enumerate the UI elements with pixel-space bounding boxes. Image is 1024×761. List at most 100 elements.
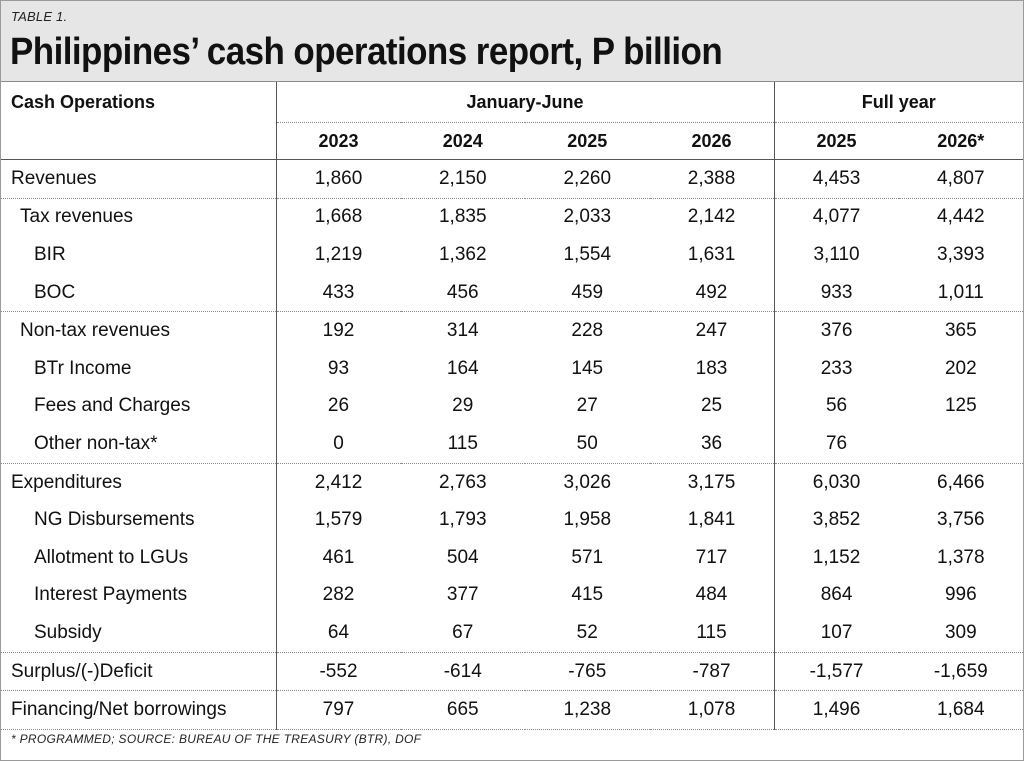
table-cell: 50 (525, 425, 650, 464)
table-cell: -1,659 (898, 652, 1024, 692)
footnote: * PROGRAMMED; SOURCE: BUREAU OF THE TREA… (11, 732, 422, 746)
row-label: BOC (1, 273, 276, 313)
table-row: Subsidy 64 67 52 115 107 309 (1, 614, 1024, 653)
table-cell: 4,077 (773, 198, 899, 237)
table-cell: 1,496 (773, 690, 899, 730)
table-row: Non-tax revenues 192 314 228 247 376 365 (1, 311, 1023, 350)
table-cell: 1,378 (937, 546, 985, 568)
table-cell: 202 (944, 357, 977, 379)
table-cell: 2,763 (438, 471, 487, 493)
table-row: Revenues 1,860 2,150 2,260 2,388 4,453 4,807 (1, 159, 1024, 199)
row-label: Fees and Charges (34, 395, 191, 417)
table-cell: 1,238 (525, 690, 650, 730)
table-cell: 3,852 (773, 501, 899, 539)
table-cell: 2,260 (525, 159, 650, 199)
table-cell: 459 (525, 273, 650, 313)
table-cell: 2,142 (687, 206, 736, 228)
table-cell (898, 425, 1024, 464)
table-cell: -787 (649, 652, 775, 692)
row-label: BTr Income (34, 357, 132, 379)
table-cell: 1,958 (563, 509, 612, 531)
table-cell: 1,631 (687, 243, 736, 265)
table-cell: 864 (773, 576, 899, 615)
table-cell: 145 (571, 357, 604, 379)
table-cell: 492 (649, 273, 775, 313)
group-header-jan-jun: January-June (275, 82, 775, 123)
table-cell: 3,110 (773, 236, 899, 274)
table-row: BTr Income 93 164 145 183 233 202 (1, 349, 1023, 388)
table-cell: 6,030 (773, 463, 899, 502)
row-label: Interest Payments (34, 584, 188, 606)
table-cell: 1,554 (563, 243, 612, 265)
row-label: Revenues (1, 159, 276, 199)
table-row: Financing/Net borrowings 797 665 1,238 1,078… (1, 690, 1024, 730)
table-cell: 93 (275, 349, 401, 388)
row-label: Other non-tax* (1, 425, 276, 464)
table-cell: 377 (446, 584, 479, 606)
year-header: 2024 (400, 122, 525, 160)
table-cell: 247 (695, 320, 728, 342)
table-cell: 56 (773, 387, 899, 426)
row-label: Allotment to LGUs (34, 546, 189, 568)
table-cell: 376 (773, 311, 899, 350)
table-row: Other non-tax* 0 115 50 36 76 (1, 425, 1024, 464)
year-header: 2026* (898, 122, 1024, 160)
table-row: Expenditures 2,412 2,763 3,026 3,175 6,030 6,4… (1, 463, 1023, 502)
table-cell: 3,026 (563, 471, 612, 493)
table-cell: 797 (275, 690, 401, 730)
table-cell: 996 (944, 584, 977, 606)
table-cell: 233 (773, 349, 899, 388)
year-header: 2025 (773, 122, 899, 160)
table-cell: 29 (452, 395, 474, 417)
table-cell: 1,684 (898, 690, 1024, 730)
table-title: Philippines’ cash operations report, P b… (10, 31, 723, 73)
row-label: Surplus/(-)Deficit (1, 652, 276, 692)
table-cell: 25 (700, 395, 723, 417)
table-cell: 933 (773, 273, 899, 313)
table-cell: 115 (649, 614, 775, 653)
table-cell: 107 (773, 614, 899, 653)
table-cell: 3,175 (687, 471, 736, 493)
table-cell: 282 (275, 576, 401, 615)
table-row: Tax revenues 1,668 1,835 2,033 2,142 4,077 4,4… (1, 198, 1023, 237)
table-cell: 461 (275, 538, 401, 577)
footnote-bar: * PROGRAMMED; SOURCE: BUREAU OF THE TREA… (1, 723, 1023, 760)
table-cell: 1,860 (275, 159, 401, 199)
table-row: BIR 1,219 1,362 1,554 1,631 3,110 3,393 (1, 236, 1023, 274)
table-row: Fees and Charges 26 29 27 25 56 125 (1, 387, 1023, 426)
table-cell: 2,150 (400, 159, 525, 199)
table-tag: TABLE 1. (11, 9, 68, 24)
table-cell: 27 (576, 395, 598, 417)
table-row: Allotment to LGUs 461 504 571 717 1,152 1,378 (1, 538, 1023, 577)
table-cell: 4,807 (898, 159, 1024, 199)
table-cell: -1,577 (773, 652, 899, 692)
table-cell: 1,011 (898, 273, 1024, 313)
table-cell: 1,362 (438, 243, 487, 265)
table-cell: 2,388 (649, 159, 775, 199)
row-label: NG Disbursements (34, 509, 195, 531)
table-cell: 4,442 (937, 206, 985, 228)
table-cell: 1,579 (275, 501, 401, 539)
year-header: 2023 (275, 122, 401, 160)
row-label: Subsidy (1, 614, 276, 653)
table-cell: 309 (898, 614, 1024, 653)
table-cell: 1,078 (649, 690, 775, 730)
table-cell: -614 (400, 652, 525, 692)
row-label: Financing/Net borrowings (1, 690, 276, 730)
row-label-header: Cash Operations (1, 82, 276, 160)
table-cell: -765 (525, 652, 650, 692)
row-label: Tax revenues (20, 206, 134, 228)
table-cell: 4,453 (773, 159, 899, 199)
table-cell: 228 (571, 320, 604, 342)
table-cell: 571 (571, 546, 604, 568)
table-cell: 67 (400, 614, 525, 653)
table-cell: 76 (773, 425, 899, 464)
title-bar: TABLE 1. Philippines’ cash operations re… (1, 1, 1023, 82)
table-cell: 36 (649, 425, 775, 464)
table-cell: 456 (400, 273, 525, 313)
row-label: Non-tax revenues (20, 320, 170, 342)
table-cell: 0 (275, 425, 401, 464)
table-row: BOC 433 456 459 492 933 1,011 (1, 273, 1024, 313)
table-cell: -552 (275, 652, 401, 692)
